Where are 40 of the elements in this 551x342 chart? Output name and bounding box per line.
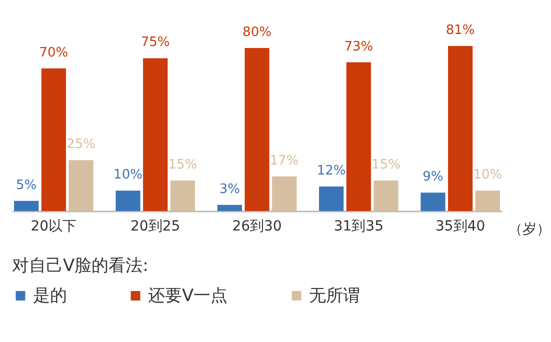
legend-label: 还要V一点 bbox=[148, 286, 228, 306]
data-label: 9% bbox=[422, 170, 444, 185]
bar bbox=[420, 192, 446, 211]
x-tick-label: 35到40 bbox=[436, 218, 486, 234]
legend-label: 是的 bbox=[33, 286, 67, 306]
x-tick-label: 20到25 bbox=[130, 218, 180, 234]
data-label: 15% bbox=[372, 157, 400, 172]
x-tick-label: 31到35 bbox=[334, 218, 384, 234]
legend-title: 对自己V脸的看法: bbox=[12, 256, 148, 276]
data-label: 3% bbox=[219, 182, 240, 197]
bar bbox=[116, 190, 140, 211]
x-axis-title: （岁） bbox=[508, 222, 550, 238]
data-label: 80% bbox=[242, 25, 272, 40]
bar bbox=[374, 180, 398, 211]
data-label: 17% bbox=[270, 153, 299, 168]
data-label: 15% bbox=[168, 157, 198, 172]
bar bbox=[68, 160, 94, 211]
bar bbox=[41, 68, 66, 211]
bar bbox=[319, 186, 344, 211]
data-label: 75% bbox=[140, 35, 170, 50]
bar bbox=[346, 62, 371, 211]
x-tick-label: 26到30 bbox=[232, 218, 282, 234]
bar bbox=[448, 46, 473, 211]
bar bbox=[272, 176, 297, 211]
data-label: 5% bbox=[16, 178, 37, 193]
bar bbox=[475, 190, 500, 211]
data-label: 10% bbox=[473, 168, 502, 183]
data-label: 12% bbox=[316, 164, 346, 179]
data-label: 81% bbox=[446, 23, 475, 38]
bar bbox=[217, 204, 242, 211]
bar bbox=[14, 200, 39, 211]
data-label: 25% bbox=[66, 137, 96, 152]
bar bbox=[244, 48, 270, 211]
bar bbox=[143, 58, 168, 211]
bar bbox=[170, 180, 195, 211]
legend-label: 无所谓 bbox=[309, 286, 360, 306]
data-label: 70% bbox=[39, 45, 68, 60]
x-tick-label: 20以下 bbox=[30, 218, 77, 234]
data-label: 73% bbox=[344, 39, 374, 54]
data-label: 10% bbox=[114, 168, 142, 183]
